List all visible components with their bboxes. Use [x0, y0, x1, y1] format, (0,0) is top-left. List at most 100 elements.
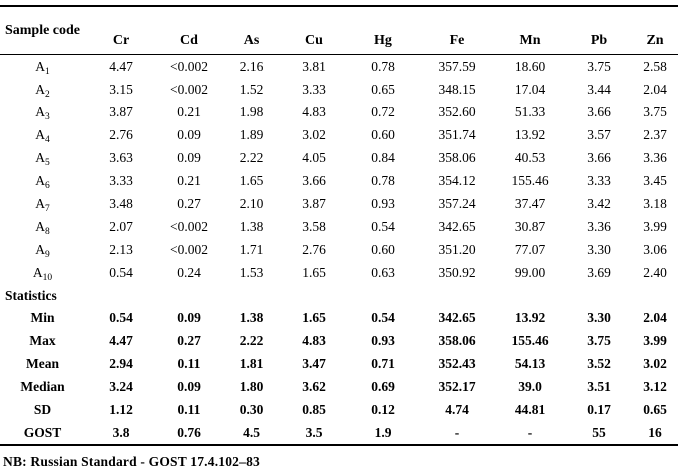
table-cell: <0.002 — [170, 58, 208, 74]
table-cell: 3.02 — [302, 127, 326, 143]
table-cell: 17.04 — [514, 81, 546, 97]
table-cell: 44.81 — [514, 402, 546, 418]
sample-row-a2: A2 3.15 <0.002 1.52 3.33 0.65 348.15 17.04 3.44 2… — [0, 78, 678, 101]
sample-row-a4: A4 2.76 0.09 1.89 3.02 0.60 351.74 13.92 3.57 2.3… — [0, 124, 678, 147]
table-cell: 0.65 — [643, 402, 667, 418]
table-cell: 1.80 — [239, 379, 264, 395]
table-cell: 3.36 — [643, 150, 667, 166]
table-cell: <0.002 — [170, 81, 208, 97]
table-cell: 2.76 — [302, 241, 326, 257]
table-cell: 1.71 — [239, 241, 264, 257]
table-cell: 1.65 — [239, 173, 264, 189]
table-cell: 4.83 — [302, 104, 326, 120]
table-cell: 3.5 — [282, 421, 346, 447]
table-cell: 3.47 — [302, 356, 326, 372]
table-cell: 351.20 — [438, 241, 476, 257]
table-cell: 0.30 — [239, 402, 264, 418]
table-cell: 1.65 — [302, 310, 326, 326]
column-header-zn: Zn — [632, 6, 678, 55]
table-cell: 3.51 — [587, 379, 611, 395]
table-cell: 4.5 — [221, 421, 282, 447]
table-cell: 51.33 — [514, 104, 546, 120]
table-cell: 0.09 — [177, 127, 201, 143]
table-cell: 0.17 — [587, 402, 611, 418]
table-cell: 0.76 — [157, 421, 221, 447]
table-cell: 0.21 — [177, 104, 201, 120]
stat-row-median: Median 3.24 0.09 1.80 3.62 0.69 352.17 39.0 3.51… — [0, 375, 678, 398]
table-cell: 0.54 — [109, 264, 133, 280]
table-cell: 2.04 — [643, 81, 667, 97]
column-header-mn: Mn — [494, 6, 566, 55]
sample-row-a8: A8 2.07 <0.002 1.38 3.58 0.54 342.65 30.87 3.36 3… — [0, 215, 678, 238]
table-cell: 0.54 — [371, 310, 395, 326]
table-cell: 4.05 — [302, 150, 326, 166]
sample-code-label: A9 — [35, 241, 50, 260]
table-cell: 2.22 — [239, 333, 264, 349]
table-cell: 2.04 — [643, 310, 667, 326]
sample-code-label: A3 — [35, 104, 50, 123]
table-cell: 3.8 — [85, 421, 157, 447]
table-cell: 2.40 — [643, 264, 667, 280]
table-cell: 3.75 — [643, 104, 667, 120]
table-cell: 3.63 — [109, 150, 133, 166]
stat-row-max: Max 4.47 0.27 2.22 4.83 0.93 358.06 155.46 3.75 3… — [0, 330, 678, 353]
table-cell: 0.09 — [177, 310, 201, 326]
table-cell: 354.12 — [438, 173, 476, 189]
table-cell: 2.10 — [239, 196, 264, 212]
table-cell: 358.06 — [438, 333, 476, 349]
table-cell: 1.12 — [109, 402, 133, 418]
stat-row-label: GOST — [0, 421, 85, 447]
table-cell: 4.83 — [302, 333, 326, 349]
sample-row-a7: A7 3.48 0.27 2.10 3.87 0.93 357.24 37.47 3.42 3.1… — [0, 192, 678, 215]
table-cell: 3.24 — [109, 379, 133, 395]
table-cell: 3.69 — [587, 264, 611, 280]
table-cell: 1.52 — [239, 81, 264, 97]
table-cell: 3.58 — [302, 218, 326, 234]
table-cell: 3.33 — [109, 173, 133, 189]
table-cell: 342.65 — [438, 310, 476, 326]
table-cell: 1.38 — [239, 310, 264, 326]
table-cell: 18.60 — [514, 58, 546, 74]
table-cell: 0.24 — [177, 264, 201, 280]
column-header-sample-code: Sample code — [0, 6, 85, 55]
table-cell: 3.30 — [587, 241, 611, 257]
column-header-pb: Pb — [566, 6, 632, 55]
stat-row-mean: Mean 2.94 0.11 1.81 3.47 0.71 352.43 54.13 3.52 3… — [0, 353, 678, 376]
table-cell: 1.89 — [239, 127, 264, 143]
table-cell: 3.66 — [587, 150, 611, 166]
table-cell: 3.06 — [643, 241, 667, 257]
sample-row-a10: A10 0.54 0.24 1.53 1.65 0.63 350.92 99.00 3.69 2.… — [0, 261, 678, 284]
sample-rows-section: A1 4.47 <0.002 2.16 3.81 0.78 357.59 18.60 3.75 2… — [0, 55, 678, 284]
column-header-fe: Fe — [420, 6, 494, 55]
table-cell: 2.58 — [643, 58, 667, 74]
table-cell: 3.87 — [302, 196, 326, 212]
sample-row-a6: A6 3.33 0.21 1.65 3.66 0.78 354.12 155.46 3.33 3.… — [0, 169, 678, 192]
table-cell: <0.002 — [170, 218, 208, 234]
sample-row-a5: A5 3.63 0.09 2.22 4.05 0.84 358.06 40.53 3.66 3.3… — [0, 147, 678, 170]
table-cell: 0.69 — [371, 379, 395, 395]
table-cell: 2.37 — [643, 127, 667, 143]
stat-row-label: SD — [33, 402, 52, 418]
table-cell: 55 — [566, 421, 632, 447]
table-cell: 3.36 — [587, 218, 611, 234]
table-cell: 4.47 — [109, 333, 133, 349]
table-cell: 13.92 — [514, 310, 546, 326]
table-cell: 16 — [632, 421, 678, 447]
table-cell: 13.92 — [514, 127, 546, 143]
table-cell: 3.30 — [587, 310, 611, 326]
stat-row-gost: GOST 3.8 0.76 4.5 3.5 1.9- -55 16 — [0, 421, 678, 447]
header-row: Sample code Cr Cd As Cu Hg Fe Mn Pb Zn — [0, 6, 678, 55]
table-cell: 0.72 — [371, 104, 395, 120]
table-cell: 1.38 — [239, 218, 264, 234]
table-cell: 0.93 — [371, 196, 395, 212]
stat-row-min: Min 0.54 0.09 1.38 1.65 0.54 342.65 13.92 3.30 2.… — [0, 307, 678, 330]
table-cell: 54.13 — [514, 356, 546, 372]
table-cell: 342.65 — [438, 218, 476, 234]
table-cell: 352.43 — [438, 356, 476, 372]
statistics-section-row: Statistics — [0, 284, 678, 307]
table-cell: 3.87 — [109, 104, 133, 120]
sample-code-label: A2 — [35, 81, 50, 100]
sample-code-label: A1 — [35, 58, 50, 77]
table-cell: 2.07 — [109, 218, 133, 234]
